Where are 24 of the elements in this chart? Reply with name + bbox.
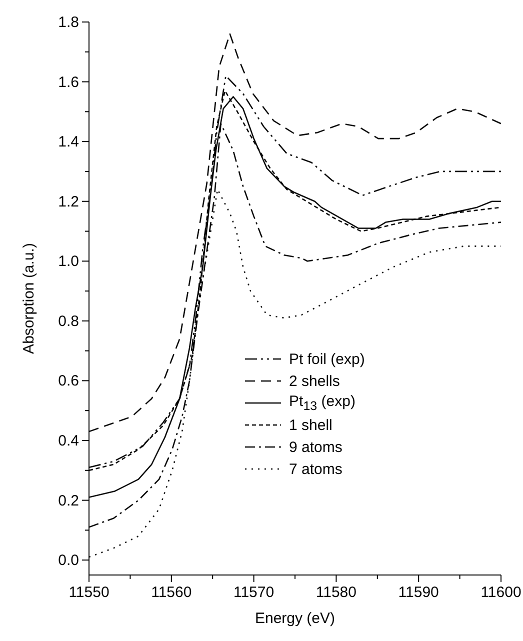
x-tick-label: 11570 (233, 584, 274, 601)
legend-label: 7 atoms (289, 460, 342, 478)
x-tick-label: 11590 (398, 584, 439, 601)
x-tick-label: 11580 (316, 584, 357, 601)
legend-label: 2 shells (289, 372, 340, 390)
legend-label: 1 shell (289, 416, 332, 434)
y-tick-label: 0.2 (58, 492, 79, 510)
x-tick-label: 11600 (480, 584, 522, 601)
y-axis-title: Absorption (a.u.) (20, 243, 38, 354)
x-axis-title: Energy (eV) (254, 610, 336, 627)
y-tick-label: 1.8 (58, 14, 79, 31)
y-tick-label: 0.6 (58, 372, 79, 390)
y-tick-label: 0.0 (58, 552, 79, 570)
legend-label: Pt$_{13}$ (exp) (289, 393, 356, 413)
y-tick-label: 1.0 (58, 253, 79, 270)
x-tick-label: 11560 (151, 584, 192, 601)
y-tick-label: 1.4 (58, 134, 79, 151)
legend-label: Pt foil (exp) (289, 350, 365, 368)
legend-label: 9 atoms (289, 438, 342, 456)
y-tick-label: 1.2 (58, 193, 79, 210)
x-tick-label: 11550 (68, 584, 110, 601)
y-tick-label: 0.4 (58, 432, 79, 450)
y-tick-label: 1.6 (58, 74, 79, 91)
y-tick-label: 0.8 (58, 312, 79, 330)
